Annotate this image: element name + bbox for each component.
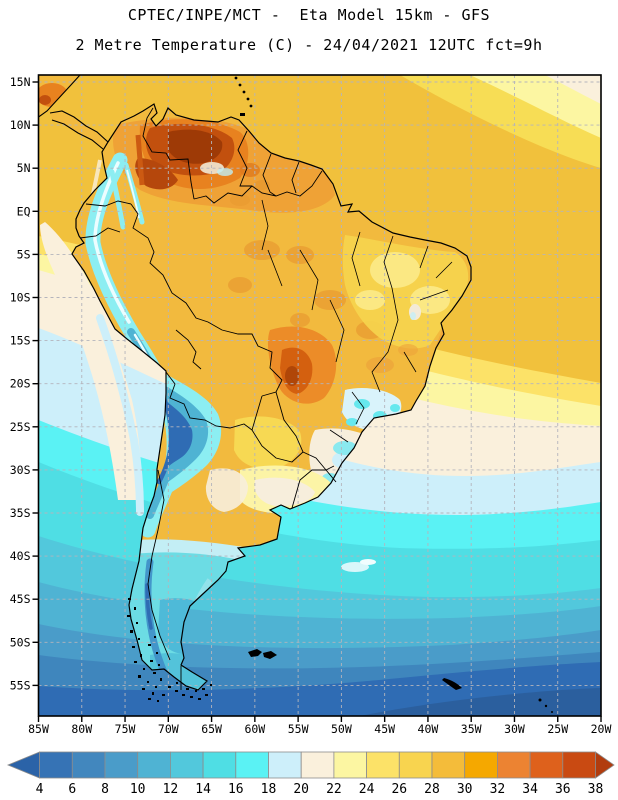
lon-label-80W: 80W: [71, 722, 92, 736]
temperature-colorbar: 4 6 8 10 12 14 16 18 20 22 24 26 28 30 32 34 36 38: [6, 751, 615, 797]
lon-label-50W: 50W: [331, 722, 352, 736]
lat-label-EQ: EQ: [17, 204, 31, 218]
colorbar-tick-28: 28: [424, 782, 440, 797]
lon-label-45W: 45W: [374, 722, 395, 736]
colorbar-tick-32: 32: [490, 782, 506, 797]
colorbar-segment-16: [562, 751, 596, 779]
colorbar-segment-4: [169, 751, 204, 779]
lon-label-70W: 70W: [158, 722, 179, 736]
page-title: CPTEC/INPE/MCT - Eta Model 15km - GFS: [127, 6, 491, 24]
colorbar-segment-10: [366, 751, 400, 779]
lon-label-60W: 60W: [244, 722, 265, 736]
graticule-grid: [38, 75, 601, 716]
pacific-coastal-band: [40, 159, 376, 572]
lon-label-30W: 30W: [504, 722, 525, 736]
colorbar-segment-11: [398, 751, 433, 779]
lat-label-50S: 50S: [10, 635, 31, 649]
map-plot-area: [38, 75, 601, 716]
lat-label-25S: 25S: [10, 420, 31, 434]
colorbar-tick-24: 24: [359, 782, 375, 797]
temperature-map: 15N 10N 5N EQ 5S 10S 15S 20S 25S 30S 35S 40S 45S 50S 5…: [10, 74, 612, 736]
colorbar-segment-9: [333, 751, 367, 779]
colorbar-segment-14: [496, 751, 531, 779]
colorbar-right-arrow: [595, 751, 615, 779]
colorbar-tick-10: 10: [130, 782, 146, 797]
lat-label-55S: 55S: [10, 678, 31, 692]
colorbar-segment-8: [300, 751, 335, 779]
coastlines-and-borders: [38, 75, 472, 691]
colorbar-tick-12: 12: [163, 782, 179, 797]
lon-label-85W: 85W: [28, 722, 49, 736]
lat-label-15S: 15S: [10, 334, 31, 348]
colorbar-segment-7: [268, 751, 302, 779]
colorbar-tick-8: 8: [101, 782, 109, 797]
colorbar-tick-34: 34: [522, 782, 538, 797]
lat-label-15N: 15N: [10, 75, 31, 89]
lat-label-45S: 45S: [10, 592, 31, 606]
colorbar-segment-15: [529, 751, 564, 779]
lat-label-5S: 5S: [17, 247, 31, 261]
lon-label-25W: 25W: [547, 722, 568, 736]
colorbar-tick-30: 30: [457, 782, 473, 797]
colorbar-segment-12: [431, 751, 466, 779]
lat-label-20S: 20S: [10, 377, 31, 391]
colorbar-segment-1: [71, 751, 106, 779]
colorbar-tick-22: 22: [326, 782, 342, 797]
colorbar-tick-36: 36: [555, 782, 571, 797]
lon-label-55W: 55W: [288, 722, 309, 736]
colorbar-segment-5: [202, 751, 237, 779]
colorbar-tick-14: 14: [195, 782, 211, 797]
lon-label-35W: 35W: [461, 722, 482, 736]
page-subtitle: 2 Metre Temperature (C) - 24/04/2021 12U…: [75, 36, 543, 54]
colorbar-left-arrow: [6, 751, 40, 779]
fjord-speckles: [127, 598, 212, 702]
colorbar-tick-38: 38: [588, 782, 604, 797]
lon-label-65W: 65W: [201, 722, 222, 736]
colorbar-segment-6: [235, 751, 269, 779]
colorbar-tick-26: 26: [391, 782, 407, 797]
colorbar-tick-4: 4: [36, 782, 44, 797]
colorbar-segment-13: [464, 751, 498, 779]
islands: [127, 76, 553, 713]
colorbar-tick-16: 16: [228, 782, 244, 797]
axis-labels: 15N 10N 5N EQ 5S 10S 15S 20S 25S 30S 35S 40S 45S 50S 5…: [10, 75, 612, 736]
colorbar-tick-18: 18: [261, 782, 277, 797]
colorbar-segment-2: [104, 751, 139, 779]
lon-label-40W: 40W: [418, 722, 439, 736]
map-frame: [37, 74, 602, 717]
lat-label-30S: 30S: [10, 463, 31, 477]
lon-label-20W: 20W: [591, 722, 612, 736]
lon-label-75W: 75W: [115, 722, 136, 736]
colorbar-tick-6: 6: [68, 782, 76, 797]
colorbar-tick-20: 20: [293, 782, 309, 797]
lat-label-40S: 40S: [10, 549, 31, 563]
lat-label-10N: 10N: [10, 118, 31, 132]
lat-label-35S: 35S: [10, 506, 31, 520]
lat-label-5N: 5N: [17, 161, 31, 175]
colorbar-segment-3: [137, 751, 171, 779]
lat-label-10S: 10S: [10, 291, 31, 305]
colorbar-segment-0: [39, 751, 73, 779]
